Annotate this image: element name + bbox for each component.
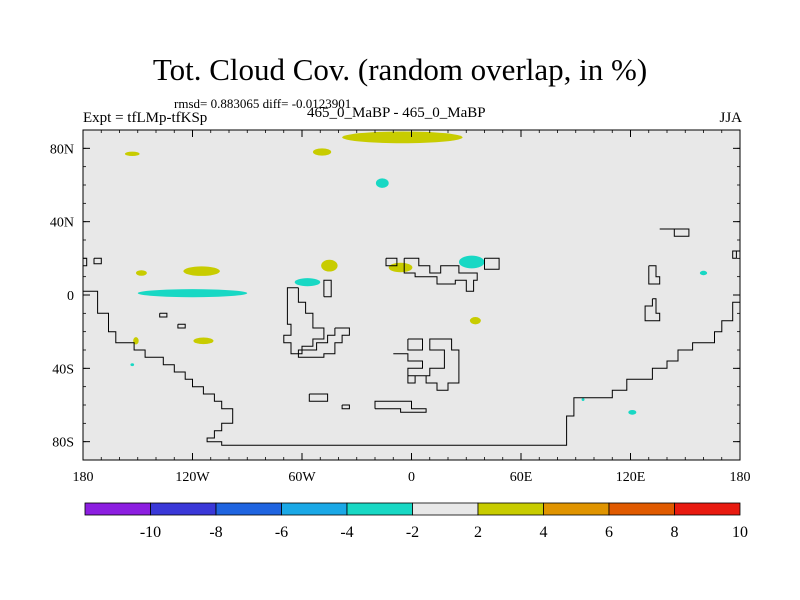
x-tick-label: 180 [73,470,94,485]
y-tick-label: 40N [50,216,74,231]
colorbar: -10 -8 -6 -4 -2 2 4 6 8 10 [84,502,748,541]
x-tick-label: 180 [730,470,751,485]
colorbar-swatch [477,502,544,516]
colorbar-label: 8 [671,524,679,541]
x-tick-label: 120W [175,470,210,485]
colorbar-swatch [281,502,348,516]
y-tick-label: 80N [50,142,74,157]
coastline [484,257,500,270]
colorbar-label: 2 [474,524,482,541]
coastline [644,298,661,322]
x-tick-label: 60E [510,470,533,485]
coastline [403,257,478,292]
coastline [648,265,661,285]
coastline [385,257,398,267]
colorbar-swatch [543,502,610,516]
coastline [323,279,332,298]
stats-label: rmsd= 0.883065 diff= -0.0123901 [174,96,352,111]
chart-title: Tot. Cloud Cov. (random overlap, in %) [152,52,648,87]
experiment-label: Expt = tfLMp-tfKSp [83,110,208,126]
coastline [374,400,427,413]
colorbar-swatch [150,502,217,516]
colorbar-label: 6 [605,524,613,541]
anomaly-region [321,259,338,272]
anomaly-region [137,289,248,298]
y-tick-label: 80S [52,436,74,451]
coastline [732,250,740,259]
coastline [393,338,460,391]
anomaly-region [388,262,413,273]
coastline [93,257,102,265]
colorbar-swatch [674,502,741,516]
colorbar-swatch [215,502,282,516]
anomaly-region [183,266,220,276]
x-tick-label: 60W [288,470,316,485]
anomaly-region [628,409,637,415]
coastline [297,327,350,358]
anomaly-regions [76,131,708,415]
y-tick-label: 0 [67,289,74,304]
colorbar-label: -10 [140,524,161,541]
runs-label: 465_0_MaBP - 465_0_MaBP [307,105,486,121]
x-axis: 180 120W 60W 0 60E 120E 180 [73,130,751,485]
colorbar-label: -4 [340,524,353,541]
anomaly-region [294,278,321,287]
y-axis: 80N 40N 0 40S 80S [50,142,740,451]
anomaly-region [342,131,463,144]
anomaly-region [135,270,147,276]
coastline [308,393,329,402]
colorbar-label: 4 [540,524,548,541]
y-tick-label: 40S [52,362,74,377]
anomaly-region [312,148,332,156]
coastline [83,290,740,446]
colorbar-label: -6 [275,524,288,541]
anomaly-region [193,337,214,345]
season-label: JJA [719,110,742,126]
x-tick-label: 120E [616,470,646,485]
coastline [159,312,168,318]
anomaly-region [458,255,485,269]
anomaly-region [699,270,708,276]
anomaly-region [130,363,135,367]
coastline [177,323,186,329]
colorbar-label: 10 [732,524,748,541]
colorbar-swatch [84,502,151,516]
coastline [341,404,350,410]
colorbar-label: -8 [209,524,222,541]
colorbar-swatch [412,502,479,516]
anomaly-region [124,151,140,157]
anomaly-region [76,255,83,262]
x-tick-label: 0 [408,470,415,485]
anomaly-region [581,398,585,401]
coastline [659,228,690,237]
coastline [407,338,423,351]
anomaly-region [375,178,389,188]
anomaly-region [469,317,481,325]
colorbar-swatch [608,502,675,516]
coastline [283,287,325,355]
colorbar-swatch [346,502,413,516]
coastlines [83,228,740,446]
colorbar-label: -2 [406,524,419,541]
